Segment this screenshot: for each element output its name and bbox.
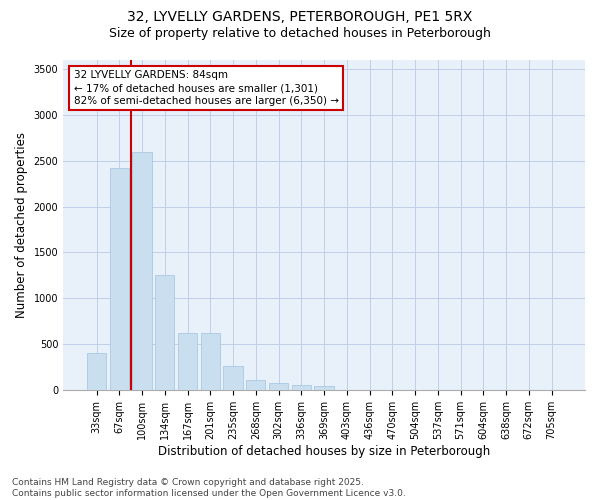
Bar — [133, 152, 152, 390]
Bar — [223, 366, 243, 390]
Bar — [87, 353, 106, 390]
Text: 32 LYVELLY GARDENS: 84sqm
← 17% of detached houses are smaller (1,301)
82% of se: 32 LYVELLY GARDENS: 84sqm ← 17% of detac… — [74, 70, 338, 106]
Bar — [155, 276, 175, 390]
Bar — [178, 333, 197, 390]
Y-axis label: Number of detached properties: Number of detached properties — [15, 132, 28, 318]
Bar — [246, 380, 265, 390]
Bar — [200, 333, 220, 390]
Bar — [110, 168, 129, 390]
Text: 32, LYVELLY GARDENS, PETERBOROUGH, PE1 5RX: 32, LYVELLY GARDENS, PETERBOROUGH, PE1 5… — [127, 10, 473, 24]
Bar — [269, 384, 288, 390]
Text: Size of property relative to detached houses in Peterborough: Size of property relative to detached ho… — [109, 28, 491, 40]
Text: Contains HM Land Registry data © Crown copyright and database right 2025.
Contai: Contains HM Land Registry data © Crown c… — [12, 478, 406, 498]
X-axis label: Distribution of detached houses by size in Peterborough: Distribution of detached houses by size … — [158, 444, 490, 458]
Bar — [314, 386, 334, 390]
Bar — [292, 386, 311, 390]
